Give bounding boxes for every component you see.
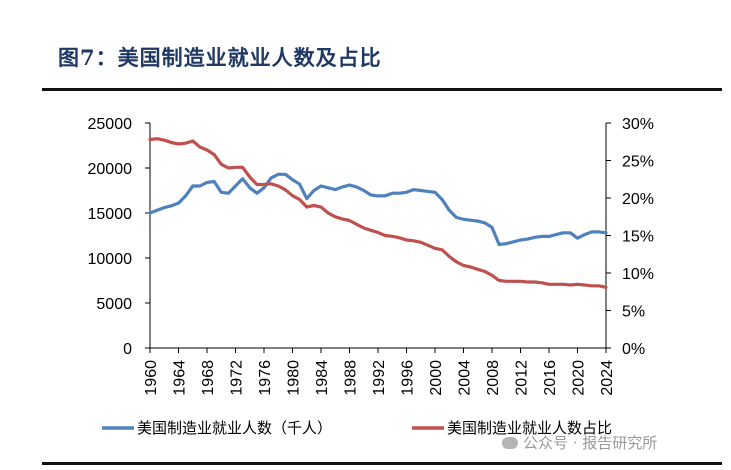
x-tick-label: 1976: [257, 360, 274, 396]
y-right-tick-label: 20%: [622, 191, 654, 208]
x-tick-label: 1960: [143, 360, 160, 396]
x-tick-label: 1964: [172, 360, 189, 396]
x-tick-label: 2024: [599, 360, 616, 396]
y-right-tick-label: 5%: [622, 304, 645, 321]
x-tick-label: 1980: [286, 360, 303, 396]
y-right-tick-label: 10%: [622, 266, 654, 283]
chart-title: 图7：美国制造业就业人数及占比: [58, 45, 382, 70]
series-layer: [148, 137, 608, 289]
bottom-rule: [42, 462, 722, 465]
x-tick-label: 1988: [343, 360, 360, 396]
x-tick-label: 2008: [485, 360, 502, 396]
y-left-tick-label: 5000: [96, 296, 132, 313]
x-tick-label: 2012: [514, 360, 531, 396]
top-rule: [42, 88, 722, 91]
y-left-tick-label: 25000: [88, 116, 133, 133]
x-tick-label: 2004: [457, 360, 474, 396]
x-tick-label: 2016: [542, 360, 559, 396]
x-tick-label: 2020: [571, 360, 588, 396]
x-tick-label: 1992: [371, 360, 388, 396]
axes: 0 5000 10000 15000 20000 25000 0% 5% 10% 15% 20% 25…: [88, 116, 655, 396]
watermark: 公众号 · 报告研究所: [502, 432, 657, 453]
y-left-tick-label: 10000: [88, 251, 133, 268]
x-tick-label: 1984: [314, 360, 331, 396]
y-right-tick-label: 30%: [622, 116, 654, 133]
y-right-tick-label: 25%: [622, 154, 654, 171]
legend-label-share: 美国制造业就业人数占比: [447, 419, 612, 437]
legend-label-employment: 美国制造业就业人数（千人）: [137, 419, 332, 437]
y-left-tick-label: 15000: [88, 206, 133, 223]
legend: 美国制造业就业人数（千人） 美国制造业就业人数占比: [102, 419, 612, 437]
x-tick-label: 1996: [400, 360, 417, 396]
wechat-icon: [502, 437, 518, 449]
x-tick-label: 2000: [428, 360, 445, 396]
y-right-tick-label: 0%: [622, 341, 645, 358]
x-tick-label: 1968: [200, 360, 217, 396]
series-line-share: [148, 137, 608, 289]
y-right-tick-label: 15%: [622, 229, 654, 246]
watermark-text: 公众号 · 报告研究所: [523, 434, 658, 452]
y-left-tick-label: 20000: [88, 161, 133, 178]
x-tick-label: 1972: [229, 360, 246, 396]
series-line-employment: [148, 172, 608, 247]
y-left-tick-label: 0: [123, 341, 132, 358]
